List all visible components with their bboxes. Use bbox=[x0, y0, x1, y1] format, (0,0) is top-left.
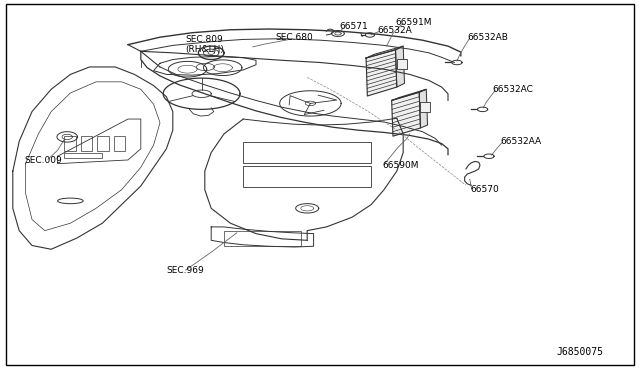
Polygon shape bbox=[392, 92, 420, 136]
Text: 66532A: 66532A bbox=[378, 26, 412, 35]
Text: SEC.680: SEC.680 bbox=[275, 33, 313, 42]
Text: 66591M: 66591M bbox=[396, 18, 432, 27]
Bar bbox=[224, 231, 301, 246]
Polygon shape bbox=[392, 89, 426, 100]
Polygon shape bbox=[396, 46, 404, 87]
Bar bbox=[114, 136, 125, 151]
Text: 66532AB: 66532AB bbox=[467, 33, 508, 42]
Bar bbox=[64, 153, 102, 158]
Text: 66532AA: 66532AA bbox=[500, 137, 541, 146]
Bar bbox=[420, 102, 430, 112]
Text: 66590M: 66590M bbox=[383, 161, 419, 170]
Text: 66570: 66570 bbox=[470, 185, 499, 194]
Bar bbox=[397, 59, 407, 69]
Text: 66571: 66571 bbox=[339, 22, 368, 31]
Bar bbox=[97, 136, 109, 151]
Text: SEC.969: SEC.969 bbox=[166, 266, 204, 275]
Polygon shape bbox=[419, 89, 428, 128]
Bar bbox=[243, 142, 371, 163]
Text: SEC.809
(RH&LH): SEC.809 (RH&LH) bbox=[186, 35, 225, 54]
Bar bbox=[243, 166, 371, 187]
Polygon shape bbox=[366, 46, 403, 58]
Bar bbox=[64, 136, 76, 151]
Polygon shape bbox=[366, 50, 397, 96]
Text: 66532AC: 66532AC bbox=[493, 85, 534, 94]
Text: J6850075: J6850075 bbox=[557, 347, 604, 356]
Bar bbox=[81, 136, 92, 151]
Text: SEC.009: SEC.009 bbox=[24, 156, 62, 165]
